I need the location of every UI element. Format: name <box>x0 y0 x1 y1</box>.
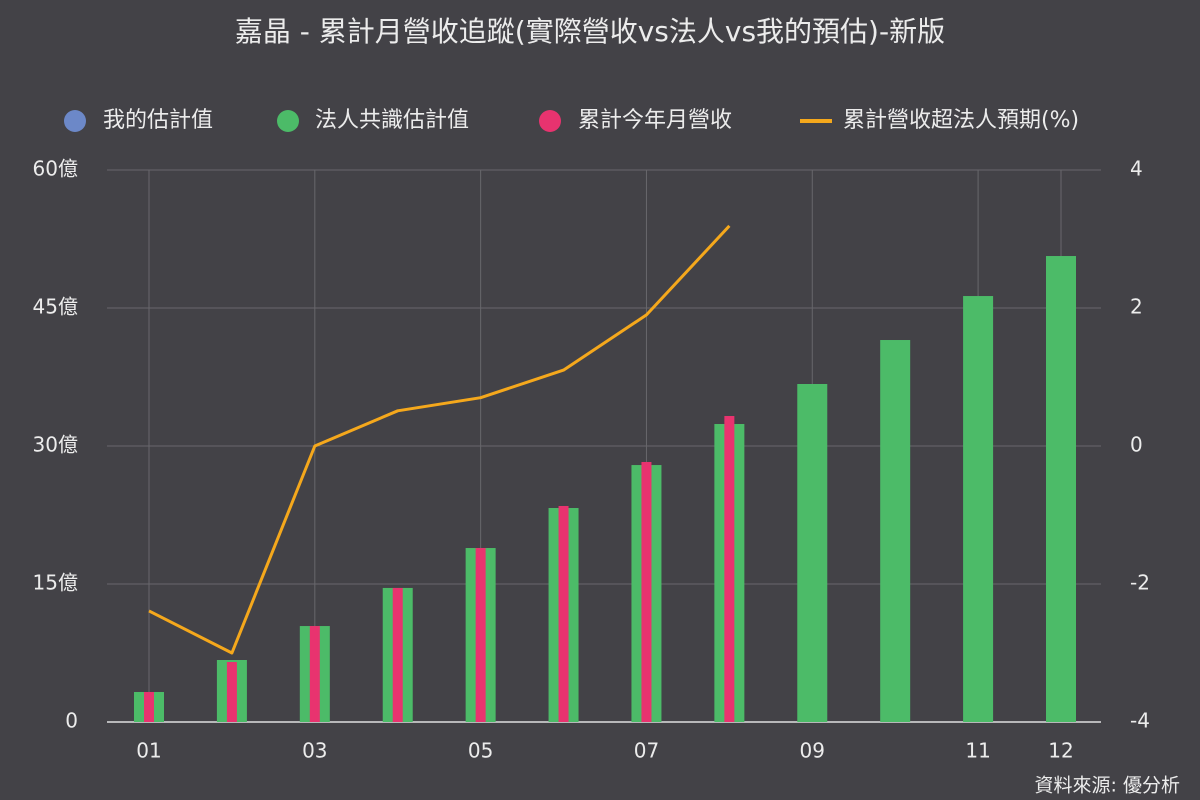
y-tick-label: 45億 <box>33 295 78 319</box>
y-tick-label: 60億 <box>33 157 78 181</box>
y-tick-label: 15億 <box>33 571 78 595</box>
bar <box>724 416 735 722</box>
legend-swatch <box>539 110 561 132</box>
chart-title: 嘉晶 - 累計月營收追蹤(實際營收vs法人vs我的預估)-新版 <box>235 15 945 48</box>
bar <box>641 462 652 722</box>
y2-tick-label: -2 <box>1130 571 1150 595</box>
y-tick-label: 0 <box>65 709 78 733</box>
y2-tick-label: 0 <box>1130 433 1143 457</box>
bar <box>963 296 994 722</box>
bar <box>797 383 828 722</box>
bar <box>1046 256 1076 722</box>
y-tick-label: 30億 <box>33 433 78 457</box>
x-tick-label: 09 <box>800 739 825 763</box>
bar <box>226 662 237 722</box>
source-note: 資料來源: 優分析 <box>1035 775 1180 797</box>
bar <box>475 548 486 722</box>
x-tick-label: 01 <box>136 739 161 763</box>
bar <box>309 626 320 722</box>
x-tick-label: 07 <box>634 739 659 763</box>
bar <box>392 587 403 722</box>
x-tick-label: 12 <box>1048 739 1073 763</box>
y2-tick-label: 4 <box>1130 157 1143 181</box>
x-tick-label: 05 <box>468 739 493 763</box>
legend-swatch <box>64 110 86 132</box>
bar <box>880 340 911 722</box>
y2-tick-label: 2 <box>1130 295 1143 319</box>
legend-label: 法人共識估計值 <box>315 108 469 133</box>
bar <box>558 505 569 722</box>
legend-label: 累計營收超法人預期(%) <box>843 108 1079 133</box>
legend-label: 累計今年月營收 <box>578 108 732 133</box>
x-tick-label: 11 <box>965 739 990 763</box>
legend-label: 我的估計值 <box>103 108 213 133</box>
legend-swatch <box>277 110 299 132</box>
y2-tick-label: -4 <box>1130 709 1150 733</box>
x-tick-label: 03 <box>302 739 327 763</box>
bar <box>144 692 154 722</box>
line <box>148 224 731 655</box>
legend: 我的估計值 法人共識估計值 累計今年月營收 累計營收超法人預期(%) <box>64 108 1079 133</box>
